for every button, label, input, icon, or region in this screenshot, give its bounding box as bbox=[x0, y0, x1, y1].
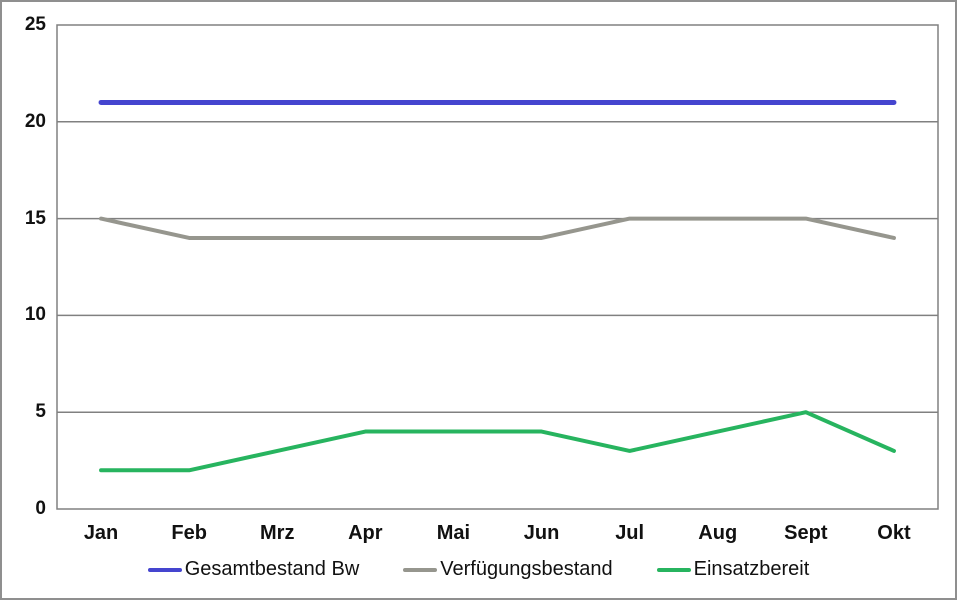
x-tick-label: Apr bbox=[348, 522, 383, 544]
x-tick-label: Jan bbox=[83, 522, 119, 544]
x-tick-label: Okt bbox=[877, 522, 911, 544]
legend-line-swatch bbox=[403, 567, 438, 572]
chart-legend: Gesamtbestand Bw Verfügungsbestand Einsa… bbox=[2, 558, 955, 581]
x-tick-label: Sept bbox=[784, 522, 828, 544]
legend-item-einsatzbereit: Einsatzbereit bbox=[656, 558, 810, 581]
y-tick-label: 0 bbox=[35, 498, 46, 519]
x-tick-label: Jun bbox=[523, 522, 560, 544]
legend-label: Einsatzbereit bbox=[693, 558, 810, 580]
legend-line-swatch bbox=[656, 567, 691, 572]
legend-line-swatch bbox=[147, 567, 182, 572]
x-tick-label: Feb bbox=[171, 522, 207, 544]
y-tick-label: 10 bbox=[24, 304, 46, 326]
legend-label: Verfügungsbestand bbox=[440, 558, 613, 580]
legend-item-gesamtbestand: Gesamtbestand Bw bbox=[147, 558, 360, 581]
y-tick-label: 15 bbox=[24, 207, 46, 229]
y-tick-label: 20 bbox=[24, 110, 46, 132]
x-tick-label: Mai bbox=[436, 522, 471, 544]
x-tick-label: Aug bbox=[698, 522, 738, 544]
y-tick-label: 5 bbox=[35, 401, 46, 423]
x-tick-label: Mrz bbox=[260, 522, 295, 544]
x-tick-label: Jul bbox=[615, 522, 645, 544]
y-tick-label: 25 bbox=[24, 14, 46, 35]
legend-label: Gesamtbestand Bw bbox=[184, 558, 360, 580]
legend-item-verfuegungsbestand: Verfügungsbestand bbox=[403, 558, 613, 581]
